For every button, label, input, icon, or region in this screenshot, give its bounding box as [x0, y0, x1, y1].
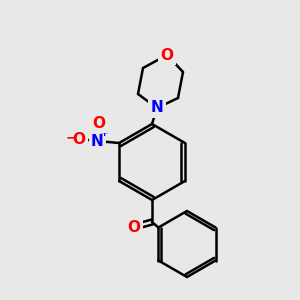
Text: −: − — [65, 130, 77, 144]
Text: N: N — [91, 134, 103, 148]
Text: O: O — [73, 131, 85, 146]
Text: O: O — [160, 47, 173, 62]
Text: O: O — [93, 116, 106, 130]
Text: +: + — [100, 128, 109, 138]
Text: O: O — [128, 220, 140, 235]
Text: N: N — [151, 100, 164, 116]
